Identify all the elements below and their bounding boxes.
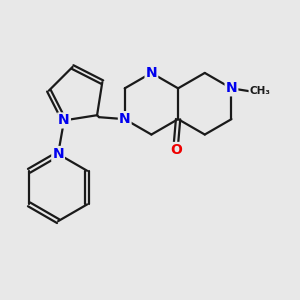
- Text: CH₃: CH₃: [249, 86, 270, 96]
- Text: N: N: [52, 147, 64, 161]
- Text: N: N: [146, 66, 157, 80]
- Text: O: O: [170, 143, 182, 157]
- Text: N: N: [119, 112, 130, 126]
- Text: N: N: [58, 113, 70, 128]
- Text: N: N: [226, 81, 237, 95]
